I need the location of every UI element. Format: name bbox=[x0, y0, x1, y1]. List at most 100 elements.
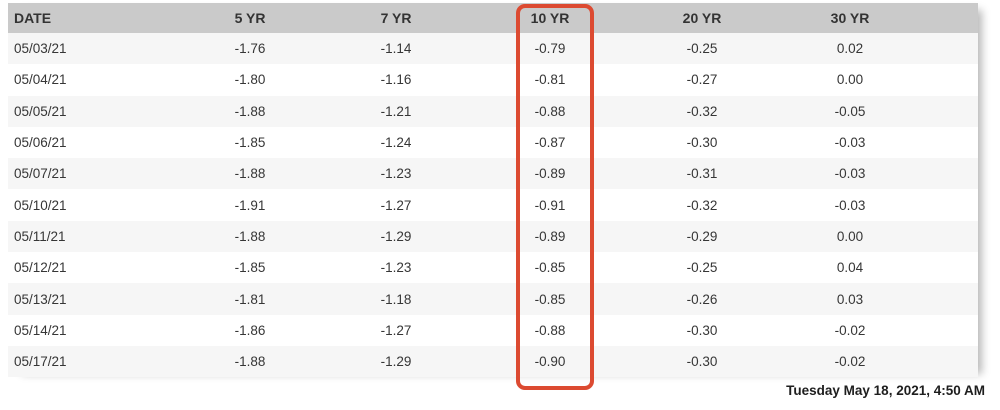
value-cell: -0.85 bbox=[466, 252, 634, 284]
value-cell: -1.18 bbox=[326, 283, 466, 315]
value-cell: -1.85 bbox=[174, 252, 326, 284]
spacer-cell bbox=[930, 126, 978, 159]
value-cell: -0.79 bbox=[466, 33, 634, 65]
date-cell: 05/12/21 bbox=[8, 252, 174, 284]
table-header-row: DATE 5 YR 7 YR 10 YR 20 YR 30 YR bbox=[8, 3, 978, 33]
header-7yr: 7 YR bbox=[326, 3, 466, 33]
value-cell: -1.88 bbox=[174, 220, 326, 253]
value-cell: -0.30 bbox=[634, 314, 770, 346]
value-cell: 0.04 bbox=[770, 252, 930, 284]
table-row: 05/14/21 -1.86 -1.27 -0.88 -0.30 -0.02 bbox=[8, 314, 978, 346]
value-cell: -0.88 bbox=[466, 95, 634, 127]
table-body: 05/03/21 -1.76 -1.14 -0.79 -0.25 0.02 05/04/21… bbox=[8, 33, 978, 378]
value-cell: -0.02 bbox=[770, 345, 930, 378]
date-cell: 05/06/21 bbox=[8, 126, 174, 159]
value-cell: -1.88 bbox=[174, 95, 326, 127]
spacer-cell bbox=[930, 252, 978, 284]
table-row: 05/10/21 -1.91 -1.27 -0.91 -0.32 -0.03 bbox=[8, 189, 978, 221]
date-cell: 05/17/21 bbox=[8, 345, 174, 378]
value-cell: 0.02 bbox=[770, 33, 930, 65]
table-row: 05/05/21 -1.88 -1.21 -0.88 -0.32 -0.05 bbox=[8, 95, 978, 127]
value-cell: -0.89 bbox=[466, 158, 634, 190]
spacer-cell bbox=[930, 314, 978, 346]
last-updated-timestamp: Tuesday May 18, 2021, 4:50 AM bbox=[786, 383, 985, 398]
value-cell: -1.21 bbox=[326, 95, 466, 127]
date-cell: 05/04/21 bbox=[8, 64, 174, 96]
value-cell: -1.76 bbox=[174, 33, 326, 65]
value-cell: -0.25 bbox=[634, 33, 770, 65]
value-cell: -0.31 bbox=[634, 158, 770, 190]
value-cell: -1.91 bbox=[174, 189, 326, 221]
spacer-cell bbox=[930, 220, 978, 253]
date-cell: 05/11/21 bbox=[8, 220, 174, 253]
header-20yr: 20 YR bbox=[634, 3, 770, 33]
value-cell: -0.32 bbox=[634, 189, 770, 221]
value-cell: -0.89 bbox=[466, 220, 634, 253]
spacer-cell bbox=[930, 95, 978, 127]
header-5yr: 5 YR bbox=[174, 3, 326, 33]
value-cell: -0.27 bbox=[634, 64, 770, 96]
value-cell: -0.85 bbox=[466, 283, 634, 315]
value-cell: -0.30 bbox=[634, 126, 770, 159]
value-cell: -1.16 bbox=[326, 64, 466, 96]
date-cell: 05/13/21 bbox=[8, 283, 174, 315]
value-cell: -1.29 bbox=[326, 345, 466, 378]
rates-table: DATE 5 YR 7 YR 10 YR 20 YR 30 YR 05/03/2… bbox=[8, 3, 978, 378]
value-cell: -0.81 bbox=[466, 64, 634, 96]
date-cell: 05/14/21 bbox=[8, 314, 174, 346]
value-cell: -0.29 bbox=[634, 220, 770, 253]
header-date: DATE bbox=[8, 3, 174, 33]
date-cell: 05/07/21 bbox=[8, 158, 174, 190]
value-cell: -0.90 bbox=[466, 345, 634, 378]
value-cell: -0.88 bbox=[466, 314, 634, 346]
value-cell: -0.32 bbox=[634, 95, 770, 127]
value-cell: 0.00 bbox=[770, 220, 930, 253]
value-cell: -1.88 bbox=[174, 345, 326, 378]
value-cell: -0.03 bbox=[770, 189, 930, 221]
spacer-cell bbox=[930, 158, 978, 190]
spacer-cell bbox=[930, 345, 978, 378]
value-cell: -0.05 bbox=[770, 95, 930, 127]
value-cell: -1.14 bbox=[326, 33, 466, 65]
spacer-cell bbox=[930, 64, 978, 96]
value-cell: -1.27 bbox=[326, 189, 466, 221]
value-cell: -1.86 bbox=[174, 314, 326, 346]
value-cell: 0.00 bbox=[770, 64, 930, 96]
spacer-cell bbox=[930, 189, 978, 221]
table-row: 05/03/21 -1.76 -1.14 -0.79 -0.25 0.02 bbox=[8, 33, 978, 65]
value-cell: -1.23 bbox=[326, 158, 466, 190]
value-cell: -0.03 bbox=[770, 158, 930, 190]
value-cell: 0.03 bbox=[770, 283, 930, 315]
value-cell: -0.87 bbox=[466, 126, 634, 159]
header-10yr: 10 YR bbox=[466, 3, 634, 33]
table-row: 05/07/21 -1.88 -1.23 -0.89 -0.31 -0.03 bbox=[8, 158, 978, 190]
value-cell: -0.03 bbox=[770, 126, 930, 159]
table-row: 05/17/21 -1.88 -1.29 -0.90 -0.30 -0.02 bbox=[8, 345, 978, 378]
value-cell: -0.25 bbox=[634, 252, 770, 284]
value-cell: -0.91 bbox=[466, 189, 634, 221]
value-cell: -1.88 bbox=[174, 158, 326, 190]
table-row: 05/06/21 -1.85 -1.24 -0.87 -0.30 -0.03 bbox=[8, 126, 978, 159]
value-cell: -1.23 bbox=[326, 252, 466, 284]
value-cell: -1.27 bbox=[326, 314, 466, 346]
value-cell: -0.02 bbox=[770, 314, 930, 346]
header-spacer bbox=[930, 3, 978, 33]
date-cell: 05/05/21 bbox=[8, 95, 174, 127]
date-cell: 05/03/21 bbox=[8, 33, 174, 65]
table-row: 05/13/21 -1.81 -1.18 -0.85 -0.26 0.03 bbox=[8, 283, 978, 315]
table-row: 05/11/21 -1.88 -1.29 -0.89 -0.29 0.00 bbox=[8, 220, 978, 253]
value-cell: -0.30 bbox=[634, 345, 770, 378]
date-cell: 05/10/21 bbox=[8, 189, 174, 221]
table-row: 05/04/21 -1.80 -1.16 -0.81 -0.27 0.00 bbox=[8, 64, 978, 96]
spacer-cell bbox=[930, 283, 978, 315]
value-cell: -1.29 bbox=[326, 220, 466, 253]
value-cell: -1.81 bbox=[174, 283, 326, 315]
value-cell: -1.24 bbox=[326, 126, 466, 159]
table-row: 05/12/21 -1.85 -1.23 -0.85 -0.25 0.04 bbox=[8, 252, 978, 284]
value-cell: -0.26 bbox=[634, 283, 770, 315]
spacer-cell bbox=[930, 33, 978, 65]
value-cell: -1.85 bbox=[174, 126, 326, 159]
value-cell: -1.80 bbox=[174, 64, 326, 96]
header-30yr: 30 YR bbox=[770, 3, 930, 33]
